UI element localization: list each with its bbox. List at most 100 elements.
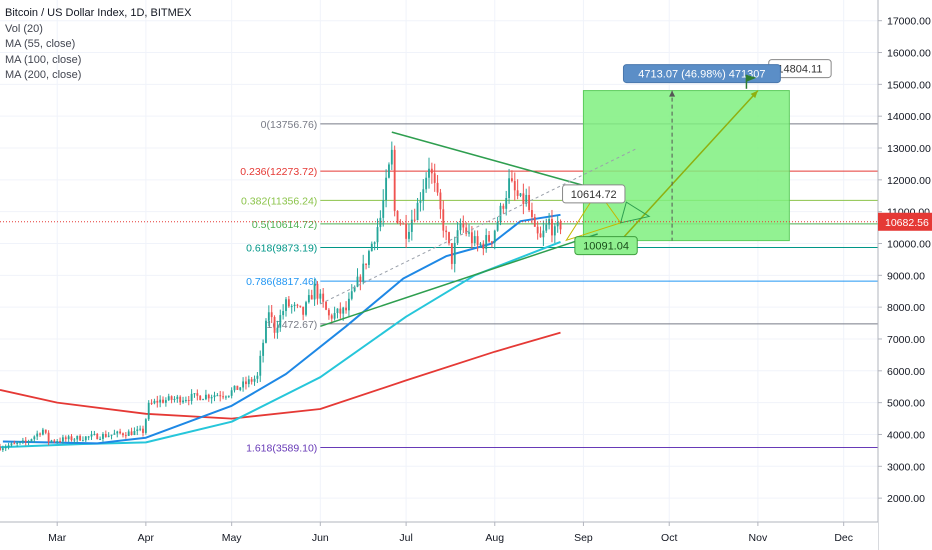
candle-body (542, 230, 545, 238)
candle-body (462, 223, 465, 228)
candle-body (176, 396, 179, 399)
candle-body (376, 227, 379, 243)
candle-body (225, 396, 227, 398)
candle-body (265, 320, 267, 343)
indicator-ma55[interactable]: MA (55, close) (5, 38, 76, 50)
label-measure: 4713.07 (46.98%) 471307 (638, 69, 765, 81)
fib-level-label: 0.786(8817.46) (246, 276, 317, 288)
candle-body (127, 431, 130, 436)
price-tick-label: 17000.00 (887, 16, 931, 28)
candle-body (190, 393, 193, 401)
candle-body (273, 317, 276, 333)
candle-body (419, 200, 422, 203)
candle-body (519, 193, 522, 196)
candle-body (433, 173, 436, 183)
candle-body (359, 276, 362, 282)
candle-body (67, 436, 70, 440)
candle-body (107, 435, 110, 437)
symbol-title[interactable]: Bitcoin / US Dollar Index, 1D, BITMEX (5, 7, 192, 19)
candle-body (556, 222, 559, 227)
candle-body (339, 308, 342, 314)
candle-body (368, 251, 370, 265)
moving-averages (0, 213, 561, 449)
candle-body (345, 307, 347, 311)
candle-body (539, 233, 542, 238)
candle-body (216, 395, 219, 397)
candle-body (302, 306, 305, 315)
candle-body (327, 309, 330, 316)
dashed-trend-line (320, 147, 639, 305)
projection-triangle-small (619, 201, 651, 224)
label-14804: 14804.11 (777, 64, 822, 76)
candle-body (508, 178, 510, 199)
candle-body (325, 301, 327, 310)
price-tick-label: 16000.00 (887, 48, 931, 60)
candle-body (16, 442, 19, 444)
price-tick-label: 10000.00 (887, 238, 931, 250)
price-tick-label: 7000.00 (887, 334, 925, 346)
candle-body (153, 400, 156, 404)
candle-body (299, 305, 302, 307)
candle-body (102, 434, 104, 439)
time-tick-label: Mar (48, 532, 67, 544)
fib-level-label: 1.618(3589.10) (246, 443, 317, 455)
candle-body (30, 439, 33, 442)
candle-body (388, 164, 390, 178)
fib-level-label: 0(13756.76) (261, 119, 318, 131)
candle-body (390, 149, 393, 165)
candle-body (133, 431, 136, 435)
candle-body (44, 429, 47, 433)
indicator-ma200[interactable]: MA (200, close) (5, 69, 82, 81)
candle-body (316, 283, 319, 299)
candle-body (319, 293, 322, 299)
candle-body (408, 231, 410, 239)
time-tick-label: Aug (485, 532, 504, 544)
candle-body (53, 440, 56, 442)
fib-level-label: 0.382(11356.24) (241, 195, 317, 207)
time-tick-label: Nov (749, 532, 768, 544)
price-axis[interactable]: 2000.00 3000.00 4000.00 5000.00 6000.00 7000.… (877, 0, 932, 550)
candle-body (262, 342, 265, 356)
candle-body (267, 312, 270, 321)
candle-body (7, 445, 10, 448)
candle-body (179, 396, 182, 403)
candle-body (505, 198, 508, 209)
target-zone (582, 90, 790, 242)
candle-body (64, 437, 67, 440)
time-tick-label: Apr (138, 532, 155, 544)
candle-body (182, 400, 184, 403)
candle-body (285, 299, 287, 312)
fib-level-label: 0.5(10614.72) (252, 219, 317, 231)
candle-body (13, 443, 16, 445)
candles (0, 141, 562, 452)
fib-level-label: 0.618(9873.19) (246, 243, 317, 255)
indicator-vol[interactable]: Vol (20) (5, 22, 43, 35)
time-tick-label: Jul (399, 532, 412, 544)
candle-body (1, 448, 4, 451)
candle-body (10, 443, 13, 446)
candle-body (76, 435, 79, 440)
candle-body (84, 436, 87, 441)
candle-body (199, 395, 202, 401)
candle-body (150, 402, 153, 404)
drawings: 10614.72 10091.04 14804.11 4713.07 (46.98%)… (0, 59, 878, 328)
candle-body (79, 435, 82, 441)
ma55-line (2, 213, 561, 445)
measure-arrow-head (669, 90, 676, 97)
fib-level-label: 1(7472.67) (267, 319, 318, 331)
candle-body (450, 243, 453, 264)
candle-body (170, 396, 173, 400)
candle-body (222, 396, 225, 398)
time-axis-bg (0, 522, 878, 550)
candle-body (116, 431, 119, 434)
price-tick-label: 9000.00 (887, 270, 925, 282)
indicator-ma100[interactable]: MA (100, close) (5, 53, 82, 66)
candle-body (147, 402, 150, 420)
candle-body (59, 441, 61, 443)
candle-body (307, 295, 310, 303)
candle-body (536, 226, 539, 234)
time-axis[interactable]: Mar Apr May Jun Jul Aug Sep Oct Nov Dec (0, 521, 878, 550)
candle-body (468, 232, 470, 234)
candle-body (124, 435, 127, 437)
